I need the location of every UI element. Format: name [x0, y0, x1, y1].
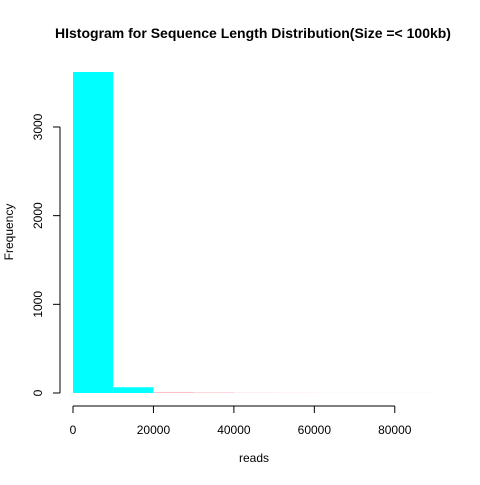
x-tick-label-3: 40000	[217, 423, 251, 437]
y-ticks: 0 1000 2000 3000	[31, 113, 60, 396]
histogram-bar-4	[194, 392, 234, 393]
y-tick-label-1: 0	[31, 389, 45, 396]
x-ticks: 0 20000 40000 60000 80000	[70, 406, 412, 437]
histogram-bar-1	[73, 72, 113, 393]
y-axis: 0 1000 2000 3000 Frequency	[2, 113, 60, 396]
y-tick-label-2: 1000	[31, 291, 45, 318]
x-tick-label-4: 60000	[298, 423, 332, 437]
x-axis: 0 20000 40000 60000 80000 reads	[70, 406, 412, 465]
histogram-bar-2	[113, 387, 153, 393]
y-tick-label-3: 2000	[31, 202, 45, 229]
x-tick-label-5: 80000	[378, 423, 412, 437]
x-tick-label-2: 20000	[137, 423, 171, 437]
y-axis-label: Frequency	[2, 204, 16, 261]
chart-title: HIstogram for Sequence Length Distributi…	[55, 25, 451, 41]
bars-layer	[73, 72, 435, 393]
histogram-bar-3	[153, 392, 193, 393]
y-tick-label-4: 3000	[31, 113, 45, 140]
x-tick-label-1: 0	[70, 423, 77, 437]
x-axis-label: reads	[239, 451, 269, 465]
